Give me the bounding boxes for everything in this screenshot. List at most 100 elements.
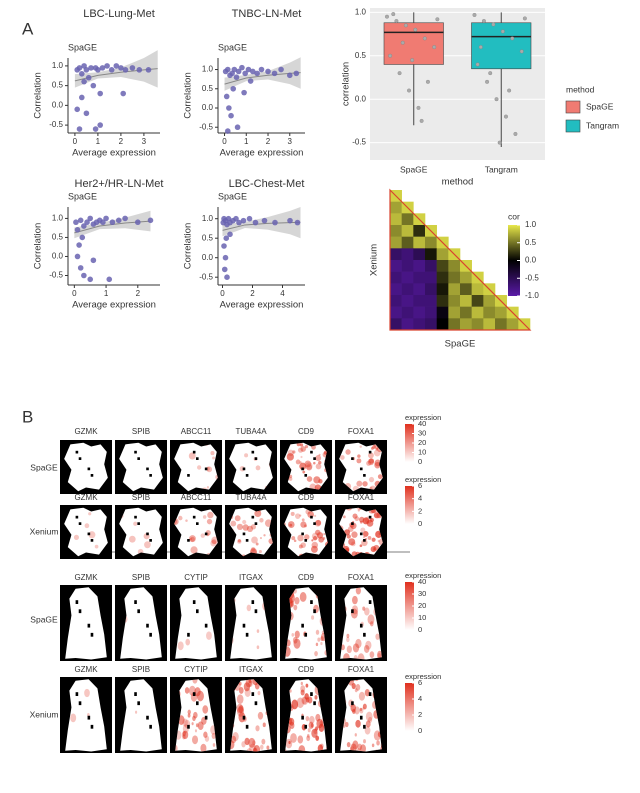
hole [146, 467, 149, 471]
y-axis-label: Xenium [369, 244, 380, 276]
x-tick-label: 0 [72, 289, 77, 298]
spot [294, 630, 300, 639]
point [230, 85, 237, 92]
colorbar-label: 40 [418, 419, 426, 428]
spatial-map [170, 440, 222, 494]
spatial-map [280, 440, 332, 494]
jitter-point [472, 12, 477, 17]
jitter-point [416, 105, 421, 110]
point [97, 90, 103, 97]
tissue [339, 442, 383, 492]
hole [304, 539, 308, 542]
spot [238, 687, 244, 694]
heatmap-cell [448, 260, 461, 272]
spot [259, 518, 264, 523]
point [87, 215, 94, 222]
heatmap-cell [401, 283, 414, 296]
point [236, 219, 242, 226]
y-tick-label: 0.0 [202, 253, 214, 262]
point [261, 217, 268, 224]
point [122, 215, 128, 222]
point [122, 67, 129, 73]
hole [304, 724, 308, 729]
heatmap-cell [401, 213, 414, 226]
point [254, 70, 260, 77]
spot [238, 712, 246, 723]
jitter-point [385, 14, 389, 19]
spot [299, 443, 304, 447]
point [99, 65, 106, 71]
spot [365, 711, 373, 722]
gene-label: CD9 [298, 665, 315, 674]
x-axis-label: Average expression [72, 300, 156, 311]
spot [367, 614, 375, 625]
spot [211, 539, 217, 545]
spot [315, 455, 322, 462]
spot [204, 735, 210, 742]
hole [351, 609, 354, 614]
spot [234, 515, 241, 522]
colorbar-label: 20 [418, 601, 426, 610]
spatial-map [280, 505, 332, 559]
spot [296, 697, 304, 709]
point [233, 74, 240, 81]
spot [370, 621, 374, 627]
heatmap-cell [471, 283, 484, 296]
gene-label: FOXA1 [348, 665, 375, 674]
spot [315, 529, 321, 536]
spot [292, 450, 296, 454]
spot [262, 722, 266, 728]
point [81, 223, 87, 229]
spot [368, 476, 375, 483]
spot [354, 688, 358, 693]
spot [237, 539, 241, 543]
heatmap-cell [425, 248, 437, 261]
spot [237, 706, 244, 717]
hole [313, 701, 316, 706]
hole [245, 539, 249, 542]
tissue [64, 507, 108, 557]
point [88, 65, 94, 71]
gene-label: CD9 [298, 427, 315, 436]
y-axis-label: Correlation [183, 223, 194, 269]
gene-label: ABCC11 [181, 427, 212, 436]
point [79, 234, 86, 241]
spatial-map [60, 505, 112, 559]
spatial-map [170, 585, 222, 661]
spot [293, 539, 297, 543]
spot [251, 546, 256, 552]
spot [175, 744, 178, 752]
legend-title: expression [405, 413, 441, 422]
spot [311, 728, 318, 738]
spot [377, 474, 383, 480]
spot [236, 523, 243, 531]
heatmap-cell [436, 295, 449, 307]
spot [359, 707, 363, 712]
jitter-point [491, 22, 496, 27]
point [77, 265, 84, 271]
hole [90, 539, 94, 542]
spot [311, 539, 314, 542]
spot [365, 640, 372, 650]
point [226, 105, 232, 111]
spatial-map [115, 505, 167, 559]
spot [355, 684, 361, 691]
point [136, 67, 143, 73]
point [147, 217, 154, 224]
heatmap-cell [401, 295, 414, 307]
heatmap-cell [460, 295, 472, 307]
spot [207, 511, 214, 519]
hole [242, 532, 246, 536]
spot [237, 539, 242, 544]
point [252, 219, 259, 226]
jitter-point [485, 79, 490, 84]
spot [293, 604, 298, 611]
y-tick-label: 1.0 [202, 65, 214, 74]
spot [182, 730, 186, 737]
x-tick-label: 3 [288, 137, 293, 146]
spot [263, 534, 266, 537]
spot [197, 721, 204, 730]
hole [363, 539, 366, 542]
hole [204, 623, 208, 628]
spot [290, 733, 297, 743]
